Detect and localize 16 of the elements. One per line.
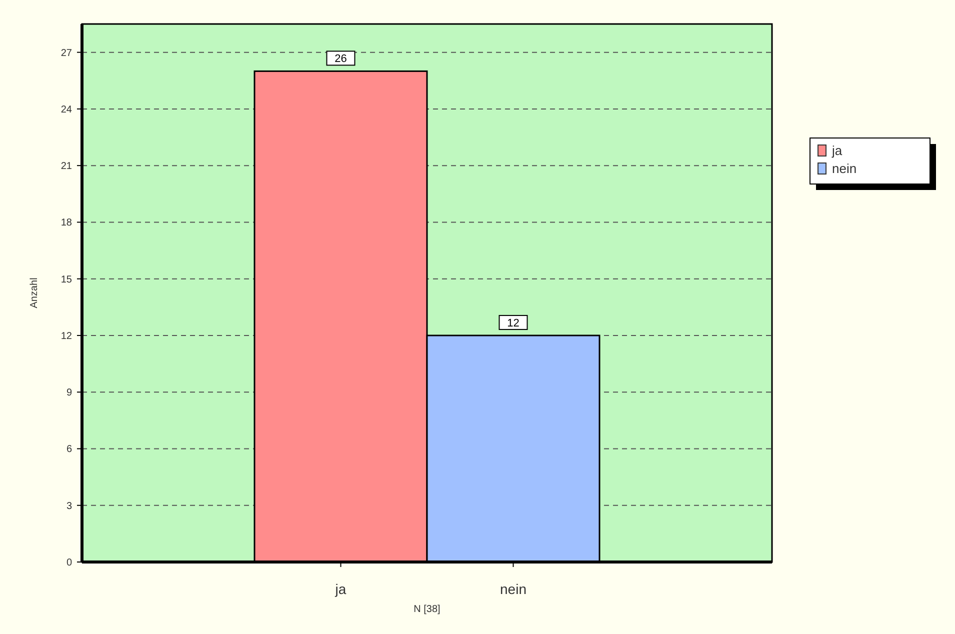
y-tick-label: 15 <box>60 274 72 286</box>
y-tick-label: 12 <box>60 330 72 342</box>
y-tick-label: 21 <box>60 161 72 172</box>
legend-label: ja <box>831 143 843 158</box>
legend-label: nein <box>832 161 857 176</box>
x-axis-title: N [38] <box>414 604 441 615</box>
y-tick-label: 18 <box>60 218 72 229</box>
data-label: 26 <box>334 53 347 66</box>
y-tick-label: 9 <box>66 388 72 399</box>
y-tick-label: 0 <box>66 558 72 568</box>
y-tick-label: 24 <box>60 104 72 116</box>
data-label: 12 <box>507 317 520 330</box>
y-tick-label: 3 <box>66 500 72 512</box>
y-tick-label: 6 <box>66 444 72 456</box>
y-tick-label: 27 <box>60 48 72 59</box>
y-axis-title: Anzahl <box>29 278 40 308</box>
